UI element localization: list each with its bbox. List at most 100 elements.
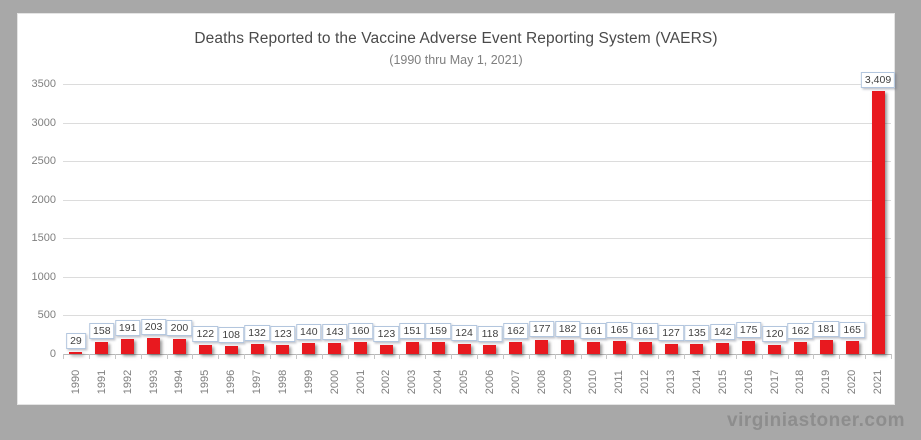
x-axis-tick-label: 1995: [199, 369, 212, 395]
x-axis-tick-mark: [295, 354, 297, 359]
gridline: [63, 238, 891, 240]
bar-value-label: 29: [66, 332, 86, 349]
x-axis-tick-label: 1999: [302, 369, 315, 395]
bar-value-label: 120: [761, 325, 788, 342]
x-axis-tick-mark: [554, 354, 556, 359]
x-axis-tick-mark: [709, 354, 711, 359]
bar: [690, 343, 704, 354]
x-axis-tick-label: 2009: [561, 369, 574, 395]
gridline: [63, 276, 891, 278]
x-axis-tick-label: 2018: [794, 369, 807, 395]
x-axis-tick-mark: [140, 354, 142, 359]
bar-value-label: 160: [347, 322, 374, 339]
bar: [405, 342, 419, 354]
bar-value-label: 203: [140, 319, 167, 336]
x-axis-tick-mark: [528, 354, 530, 359]
x-axis-tick-label: 1996: [225, 369, 238, 395]
x-axis-tick-mark: [244, 354, 246, 359]
x-axis-tick-mark: [88, 354, 90, 359]
x-axis-tick-label: 2004: [432, 369, 445, 395]
bar: [819, 340, 833, 354]
x-axis-tick-label: 1993: [147, 369, 160, 395]
x-axis-tick-mark: [502, 354, 504, 359]
bar: [276, 344, 290, 354]
x-axis-tick-label: 2000: [328, 369, 341, 395]
bar: [224, 345, 238, 354]
x-axis-tick-mark: [735, 354, 737, 359]
bar: [198, 344, 212, 354]
x-axis-tick-mark: [347, 354, 349, 359]
x-axis-tick-mark: [891, 354, 892, 359]
x-axis-tick-mark: [813, 354, 815, 359]
x-axis-tick-mark: [684, 354, 685, 359]
x-axis-tick-label: 2005: [458, 369, 471, 395]
bar: [742, 340, 756, 354]
bar: [793, 341, 807, 354]
x-axis-tick-mark: [166, 354, 168, 359]
bar-value-label: 161: [632, 322, 658, 339]
x-axis-tick-label: 2010: [587, 369, 600, 395]
x-axis-tick-label: 1990: [69, 369, 82, 395]
x-axis-tick-label: 2020: [846, 369, 859, 395]
x-axis-tick-label: 2014: [690, 369, 703, 395]
bar: [561, 339, 575, 354]
x-axis-tick-mark: [839, 354, 841, 359]
bar: [328, 342, 342, 354]
x-axis-tick-label: 2002: [380, 369, 393, 395]
x-axis-tick-label: 2016: [742, 369, 755, 395]
bar: [354, 341, 368, 354]
bar-value-label: 140: [296, 324, 322, 341]
bar-value-label: 132: [244, 324, 270, 341]
bar-value-label: 165: [839, 322, 865, 339]
bar-value-label: 151: [399, 323, 426, 340]
x-axis-tick-label: 2008: [535, 369, 548, 395]
bar-value-label: 191: [114, 320, 141, 337]
x-axis-tick-mark: [787, 354, 789, 359]
y-axis-tick-label: 3000: [31, 116, 56, 129]
bar: [612, 341, 626, 354]
gridline: [63, 122, 891, 124]
x-axis-tick-label: 2003: [406, 369, 419, 395]
gridline: [63, 161, 891, 163]
bar: [716, 343, 730, 354]
x-axis-tick-label: 2007: [509, 369, 522, 395]
gridline: [63, 84, 891, 85]
bar-value-label: 135: [684, 324, 710, 341]
x-axis-tick-mark: [658, 354, 660, 359]
x-axis-tick-label: 2012: [639, 369, 652, 395]
bar: [586, 341, 600, 354]
bar-value-label: 108: [218, 326, 244, 343]
x-axis-tick-mark: [451, 354, 453, 359]
x-axis-tick-label: 1997: [251, 369, 264, 395]
y-axis-tick-label: 3500: [31, 78, 56, 90]
x-axis-tick-mark: [425, 354, 427, 359]
bar: [664, 344, 678, 354]
y-axis-tick-label: 2000: [31, 193, 56, 206]
bar: [302, 343, 316, 354]
x-axis-tick-mark: [761, 354, 763, 359]
y-axis-tick-label: 0: [49, 348, 56, 360]
x-axis-tick-label: 2011: [613, 370, 626, 394]
x-axis-tick-mark: [192, 354, 194, 359]
bar-value-label: 143: [321, 323, 348, 340]
bar: [172, 338, 186, 354]
bar: [379, 344, 393, 354]
y-axis-tick-label: 500: [37, 309, 56, 322]
x-axis-tick-label: 2001: [354, 369, 367, 395]
bar-value-label: 161: [580, 322, 607, 339]
bar: [535, 340, 549, 354]
x-axis-tick-label: 2006: [483, 369, 496, 395]
x-axis-tick-mark: [218, 354, 220, 359]
x-axis-tick-mark: [632, 354, 634, 359]
bar-value-label: 182: [554, 320, 581, 337]
x-axis-tick-mark: [477, 354, 478, 359]
bar-value-label: 122: [192, 325, 219, 342]
bar: [95, 341, 109, 354]
bar: [147, 338, 161, 354]
bar-value-label: 142: [710, 324, 736, 341]
bar-value-label: 165: [606, 322, 633, 339]
x-axis-tick-mark: [373, 354, 375, 359]
x-axis-tick-label: 1994: [173, 369, 186, 395]
x-axis-tick-label: 2015: [716, 369, 729, 395]
bar-value-label: 124: [451, 325, 477, 342]
